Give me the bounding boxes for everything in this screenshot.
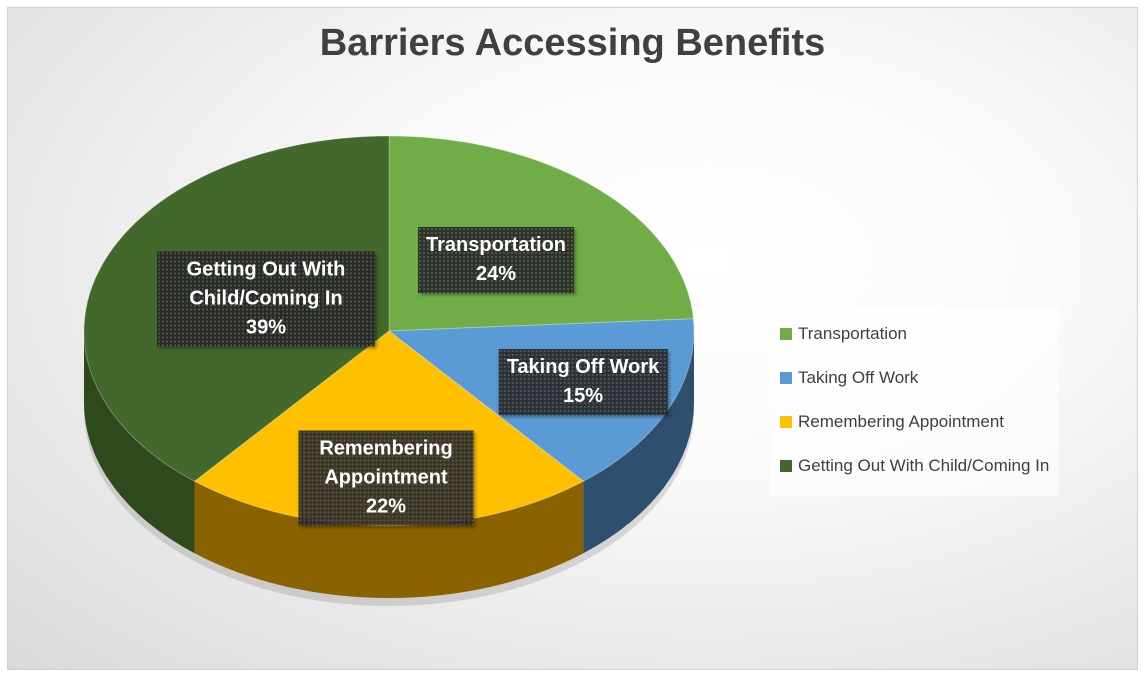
- data-label: Remembering Appointment 22%: [298, 430, 474, 526]
- data-label-value: 15%: [562, 385, 604, 407]
- legend-swatch: [780, 372, 792, 384]
- legend-item: Transportation: [780, 312, 1049, 356]
- legend-item: Taking Off Work: [780, 356, 1049, 400]
- slice: [193, 330, 585, 527]
- legend-swatch: [780, 328, 792, 340]
- data-label-value: 24%: [475, 263, 517, 285]
- legend-label: Transportation: [798, 324, 907, 343]
- legend-label: Taking Off Work: [798, 368, 919, 387]
- data-label-category: Taking Off Work: [506, 356, 660, 378]
- legend-item: Remembering Appointment: [780, 400, 1049, 444]
- legend-swatch: [780, 416, 792, 428]
- data-label-value: 39%: [245, 316, 287, 339]
- slice-side: [84, 331, 195, 554]
- data-label-category: Transportation: [425, 234, 567, 256]
- data-label-category: Getting Out With Child/Coming In: [186, 258, 346, 310]
- slice-side: [194, 481, 584, 598]
- legend-label: Getting Out With Child/Coming In: [798, 456, 1050, 475]
- legend-label: Remembering Appointment: [798, 412, 1005, 431]
- data-label: Taking Off Work 15%: [498, 349, 668, 415]
- legend-item: Getting Out With Child/Coming In: [780, 444, 1049, 488]
- data-label: Transportation 24%: [417, 227, 575, 293]
- chart: Barriers Accessing Benefits Transportati…: [7, 7, 1138, 670]
- chart-title: Barriers Accessing Benefits: [319, 22, 826, 64]
- data-label-value: 22%: [365, 495, 407, 518]
- legend-swatch: [780, 460, 792, 472]
- slice-side: [583, 331, 694, 554]
- legend: Transportation Taking Off Work Remembering…: [770, 308, 1060, 496]
- data-label: Getting Out With Child/Coming In 39%: [157, 251, 375, 347]
- data-label-category: Remembering Appointment: [319, 437, 453, 489]
